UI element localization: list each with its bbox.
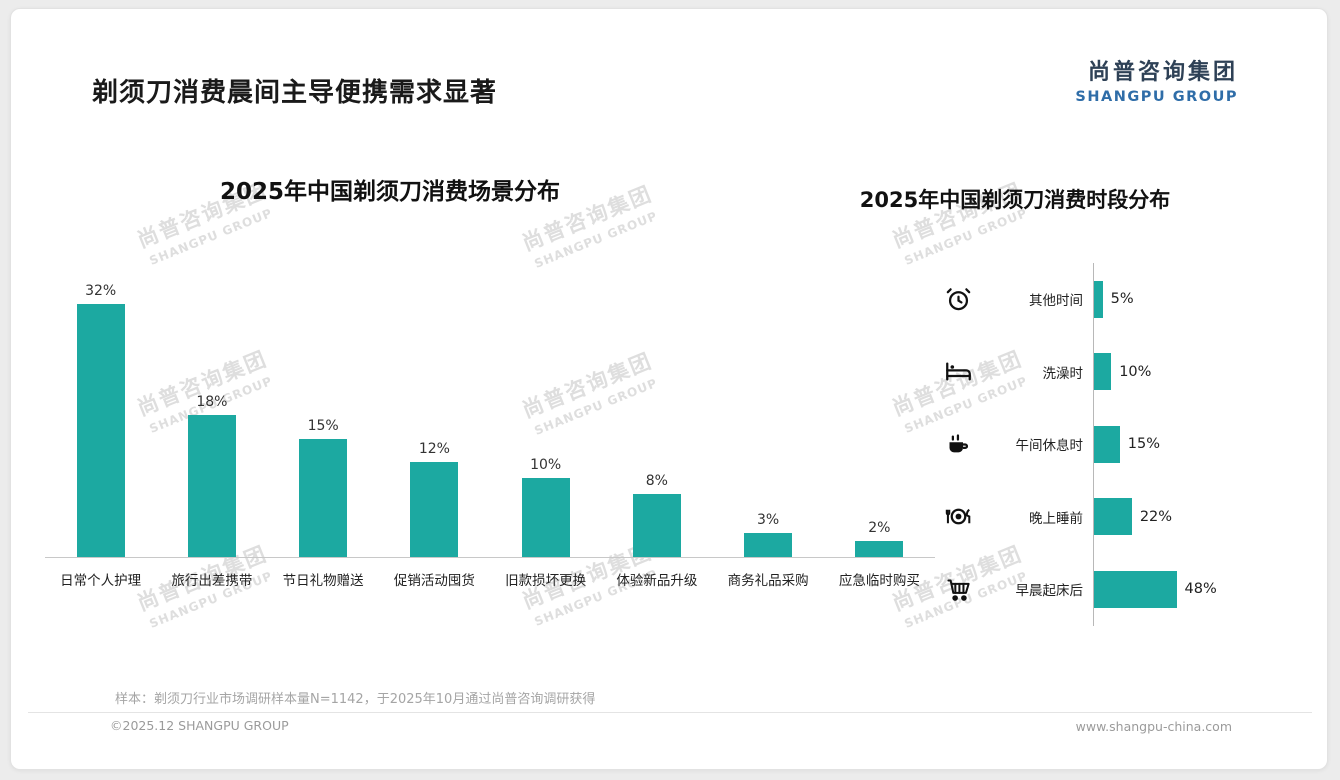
scene-bar [632,493,681,557]
time-bar-zone: 10% [1093,335,1257,408]
time-chart-row: 晚上睡前 22% [945,480,1257,553]
time-chart-rows: 其他时间 5% 洗澡时 10% 午间休息时 15% 晚上睡前 22% 早晨起床后 48% [945,263,1257,626]
time-category-label: 早晨起床后 [1015,583,1084,600]
time-chart-row: 午间休息时 15% [945,408,1257,481]
footnote: 样本：剃须刀行业市场调研样本量N=1142，于2025年10月通过尚普咨询调研获… [115,692,596,707]
time-value-label: 5% [1110,291,1134,308]
bar-column: 32% [45,283,156,557]
dinner-plate-icon [945,503,989,530]
bar-value-label: 2% [868,520,891,537]
time-value-label: 15% [1127,436,1161,453]
bar-value-label: 8% [645,472,668,489]
time-bar-zone: 22% [1093,480,1257,553]
scene-bar [410,462,459,557]
website-link[interactable]: www.shangpu-china.com [1075,719,1232,734]
scene-chart-labels: 日常个人护理 旅行出差携带 节日礼物赠送 促销活动囤货 旧款损坏更换 体验新品升级 商务礼品… [45,569,935,589]
logo-chinese-name: 尚普咨询集团 [1087,60,1238,85]
time-chart-row: 早晨起床后 48% [945,553,1257,626]
time-bar [1094,570,1177,608]
time-chart-row: 其他时间 5% [945,263,1257,336]
bar-value-label: 3% [757,512,780,529]
scene-bar [299,438,348,557]
bar-value-label: 12% [418,441,450,458]
scene-bar [76,304,125,557]
bar-category-label: 节日礼物赠送 [282,573,364,589]
time-category-label: 午间休息时 [1015,438,1084,455]
time-category-label: 其他时间 [1029,293,1083,310]
page-title: 剃须刀消费晨间主导便携需求显著 [92,78,498,108]
bar-value-label: 32% [85,283,117,300]
bar-category-label: 旧款损坏更换 [505,573,587,589]
time-category-label: 晚上睡前 [1029,510,1083,527]
time-category-label: 洗澡时 [1042,365,1084,382]
bar-column: 10% [490,457,601,557]
copyright: ©2025.12 SHANGPU GROUP [110,718,289,733]
bar-column: 15% [268,417,379,557]
time-bar [1094,425,1120,463]
time-value-label: 22% [1139,508,1173,525]
time-bar [1094,498,1132,536]
scene-bar [855,541,904,557]
time-bar-zone: 5% [1093,263,1257,336]
scene-bar [744,533,793,557]
time-bar-zone: 15% [1093,408,1257,481]
scene-chart-title: 2025年中国剃须刀消费场景分布 [219,179,560,205]
logo-english-name: SHANGPU GROUP [1075,89,1238,105]
scene-chart-plot: 32% 18% 15% 12% 10% 8% 3% 2% [45,283,935,558]
bar-column: 2% [824,520,935,557]
scene-bar [187,414,236,557]
time-bar [1094,280,1103,318]
time-value-label: 48% [1184,581,1217,598]
bar-category-label: 应急临时购买 [838,573,920,589]
bar-column: 18% [156,394,267,557]
time-bar [1094,353,1112,391]
bar-category-label: 商务礼品采购 [727,573,809,589]
bar-value-label: 10% [530,457,562,473]
company-logo: 尚普咨询集团 SHANGPU GROUP [1075,54,1238,105]
scene-bar [521,478,570,557]
bar-category-label: 体验新品升级 [616,573,698,589]
time-bar-zone: 48% [1093,553,1257,626]
shopping-cart-icon [945,576,989,603]
footer-divider [28,712,1312,713]
bar-category-label: 旅行出差携带 [171,573,253,589]
bar-column: 3% [713,512,824,557]
bar-category-label: 日常个人护理 [60,573,142,589]
bar-column: 8% [601,473,712,557]
bar-category-label: 促销活动囤货 [393,573,475,589]
time-chart-title: 2025年中国剃须刀消费时段分布 [859,188,1171,212]
bar-column: 12% [379,441,490,557]
time-chart-row: 洗澡时 10% [945,335,1257,408]
bed-icon [945,358,989,385]
alarm-clock-icon [945,286,989,313]
time-value-label: 10% [1119,363,1152,380]
bar-value-label: 15% [307,417,339,434]
coffee-cup-icon [945,431,989,458]
bar-value-label: 18% [196,393,228,410]
